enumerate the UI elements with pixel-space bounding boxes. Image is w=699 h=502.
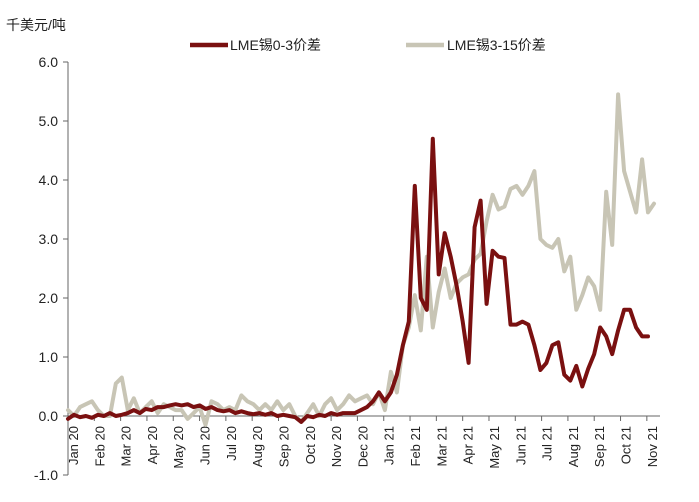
y-tick-label: 2.0 (39, 290, 59, 306)
x-tick-label: Jan 21 (382, 426, 397, 465)
x-tick-label: Jan 20 (66, 426, 81, 465)
legend-label-series-1: LME锡0-3价差 (230, 37, 321, 53)
x-tick-label: May 21 (487, 426, 502, 469)
x-tick-label: Aug 20 (250, 426, 265, 467)
y-tick-label: 4.0 (39, 172, 59, 188)
x-tick-label: Mar 20 (119, 426, 134, 466)
legend-label-series-2: LME锡3-15价差 (447, 37, 546, 53)
x-tick-label: Jun 21 (513, 426, 528, 465)
y-tick-label: 1.0 (39, 349, 59, 365)
x-tick-label: Nov 20 (329, 426, 344, 467)
y-axis-ticks: 6.0 5.0 4.0 3.0 2.0 1.0 0.0 -1.0 (34, 54, 68, 483)
x-tick-label: Apr 21 (461, 426, 476, 464)
x-tick-label: Mar 21 (434, 426, 449, 466)
x-tick-label: Feb 20 (92, 426, 107, 466)
unit-label: 千美元/吨 (6, 17, 66, 33)
x-tick-label: Sep 20 (276, 426, 291, 467)
x-tick-label: Sep 21 (592, 426, 607, 467)
y-tick-label: 0.0 (39, 408, 59, 424)
x-tick-label: Nov 21 (645, 426, 660, 467)
y-tick-label: -1.0 (34, 467, 58, 483)
legend: LME锡0-3价差 LME锡3-15价差 (190, 37, 546, 53)
x-tick-label: May 20 (171, 426, 186, 469)
x-axis-ticks: Jan 20 Feb 20 Mar 20 Apr 20 May 20 Jun 20 Jul … (66, 416, 660, 469)
x-tick-label: Oct 21 (619, 426, 634, 464)
y-tick-label: 5.0 (39, 113, 59, 129)
x-tick-label: Oct 20 (303, 426, 318, 464)
series-line-lme-tin-0-3-spread (66, 136, 650, 424)
x-tick-label: Jun 20 (198, 426, 213, 465)
x-tick-label: Dec 20 (355, 426, 370, 467)
y-tick-label: 6.0 (39, 54, 59, 70)
x-tick-label: Apr 20 (145, 426, 160, 464)
x-tick-label: Jul 21 (540, 426, 555, 461)
y-tick-label: 3.0 (39, 231, 59, 247)
x-tick-label: Aug 21 (566, 426, 581, 467)
x-tick-label: Feb 21 (408, 426, 423, 466)
x-tick-label: Jul 20 (224, 426, 239, 461)
